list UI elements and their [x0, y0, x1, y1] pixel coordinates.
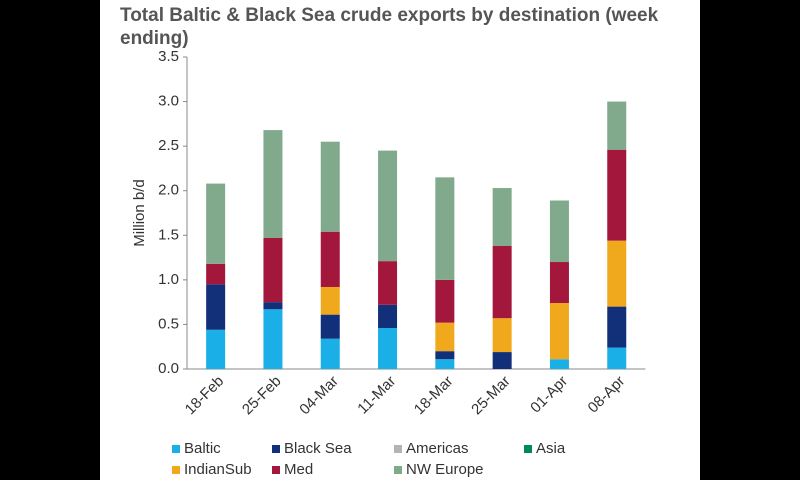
bar-segment	[435, 322, 455, 352]
legend-label: IndianSub	[184, 461, 252, 478]
legend-swatch	[524, 445, 532, 453]
bar-segment	[549, 262, 569, 304]
y-tick-label: 2.5	[158, 137, 179, 154]
bar-segment	[378, 261, 398, 305]
bar-segment	[435, 359, 455, 369]
bar-segment	[320, 141, 340, 232]
x-tick-label: 11-Mar	[354, 373, 399, 418]
legend-swatch	[394, 466, 402, 474]
y-tick-label: 3.0	[158, 93, 179, 110]
bar-segment	[607, 306, 627, 348]
bar-segment	[435, 351, 455, 360]
legend-label: Asia	[536, 440, 566, 457]
bar-segment	[206, 284, 226, 330]
y-tick-label: 0.5	[158, 315, 179, 332]
bar-segment	[607, 101, 627, 150]
bar-segment	[492, 188, 512, 246]
legend-swatch	[394, 445, 402, 453]
y-tick-label: 0.0	[158, 360, 179, 377]
chart-title: Total Baltic & Black Sea crude exports b…	[120, 5, 659, 49]
legend-label: Med	[284, 461, 313, 478]
bar-segment	[435, 177, 455, 280]
x-tick-label: 01-Apr	[527, 373, 571, 417]
x-tick-label: 04-Mar	[296, 373, 342, 419]
bar-segment	[263, 309, 283, 369]
bar-segment	[549, 359, 569, 369]
bar-segment	[549, 200, 569, 263]
bar-segment	[206, 329, 226, 369]
bar-segment	[607, 149, 627, 241]
bar-segment	[607, 240, 627, 307]
bar-segment	[263, 302, 283, 310]
bar-segment	[263, 237, 283, 303]
bar-segment	[492, 245, 512, 319]
bar-segment	[320, 231, 340, 287]
legend-swatch	[272, 466, 280, 474]
x-tick-label: 08-Apr	[585, 373, 629, 417]
bar-segment	[549, 303, 569, 360]
bar-segment	[378, 150, 398, 262]
y-tick-label: 1.5	[158, 226, 179, 243]
bar-segment	[320, 286, 340, 315]
legend-label: Black Sea	[284, 440, 352, 457]
y-tick-label: 2.0	[158, 182, 179, 199]
bar-segment	[378, 327, 398, 369]
legend-swatch	[272, 445, 280, 453]
y-tick-label: 1.0	[158, 271, 179, 288]
bar-segment	[263, 130, 283, 238]
legend-label: NW Europe	[406, 461, 484, 478]
x-tick-label: 18-Feb	[182, 373, 228, 419]
bar-segment	[607, 347, 627, 369]
bar-segment	[206, 183, 226, 264]
legend-label: Baltic	[184, 440, 221, 457]
x-tick-label: 25-Mar	[468, 373, 514, 419]
bar-segment	[206, 263, 226, 285]
bar-segment	[492, 352, 512, 369]
bar-segment	[492, 318, 512, 353]
legend-label: Americas	[406, 440, 469, 457]
chart-panel	[100, 0, 700, 480]
y-tick-label: 3.5	[158, 48, 179, 65]
bar-segment	[320, 338, 340, 369]
bar-segment	[378, 304, 398, 328]
legend-swatch	[172, 466, 180, 474]
bar-segment	[435, 279, 455, 323]
x-tick-label: 18-Mar	[411, 373, 457, 419]
y-axis-label: Million b/d	[131, 179, 148, 247]
x-tick-label: 25-Feb	[239, 373, 285, 419]
legend-swatch	[172, 445, 180, 453]
bar-segment	[320, 314, 340, 339]
